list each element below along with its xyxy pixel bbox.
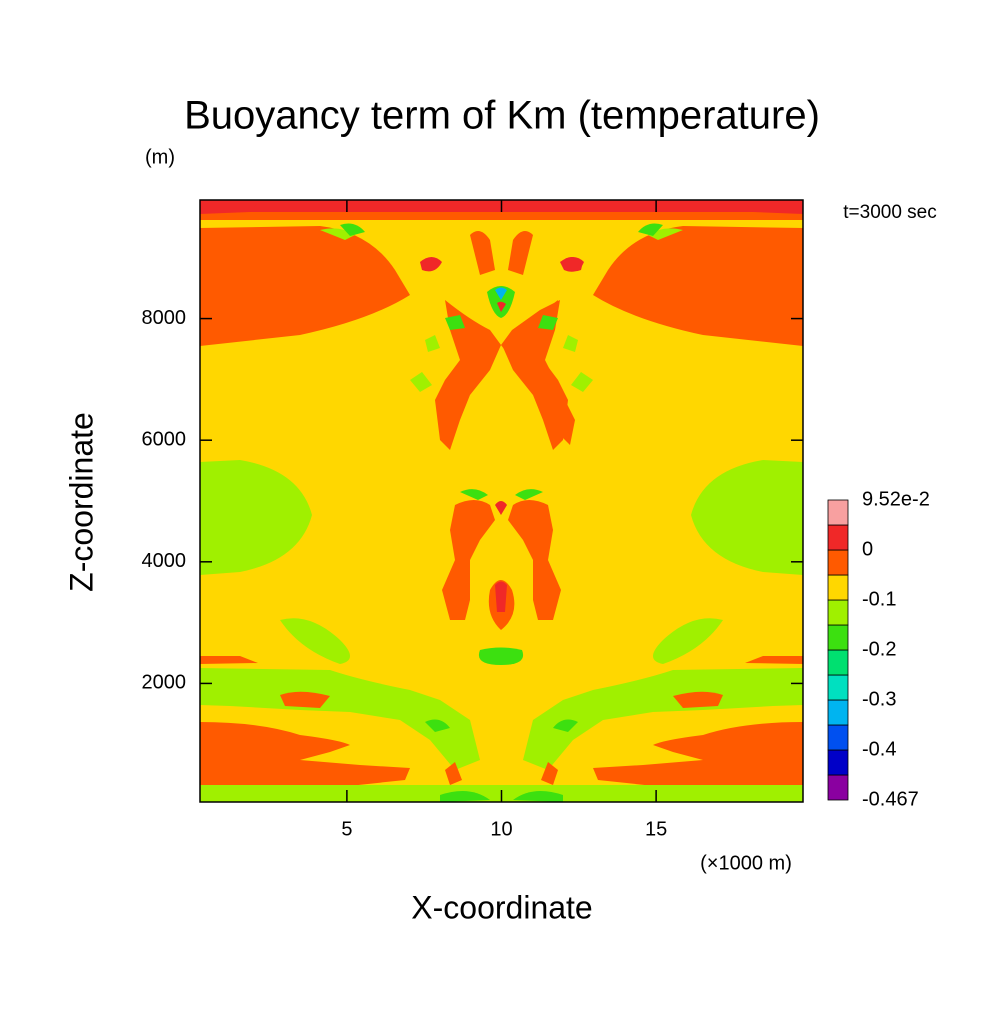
contour-region bbox=[200, 460, 312, 575]
colorbar-box bbox=[827, 724, 849, 751]
axes: 5 10 15 2000 4000 6000 8000 bbox=[142, 199, 804, 840]
colorbar-box bbox=[827, 549, 849, 576]
x-tick-label: 5 bbox=[341, 818, 352, 840]
contour-region bbox=[435, 300, 501, 450]
contour-region bbox=[773, 738, 803, 760]
contour-region bbox=[523, 668, 803, 770]
contour-region bbox=[410, 372, 432, 392]
colorbar-label: -0.3 bbox=[862, 688, 896, 710]
contour-region bbox=[501, 300, 575, 445]
contour-region bbox=[638, 223, 663, 236]
contour-region bbox=[425, 719, 450, 732]
y-unit: (m) bbox=[145, 146, 175, 168]
contour-region bbox=[495, 581, 507, 612]
contour-region bbox=[200, 656, 258, 664]
contour-region bbox=[691, 460, 803, 575]
contour-region bbox=[340, 223, 365, 236]
colorbar-box bbox=[827, 499, 849, 526]
chart-title: Buoyancy term of Km (temperature) bbox=[184, 94, 820, 138]
y-tick-label: 4000 bbox=[142, 550, 187, 572]
contour-region bbox=[420, 257, 442, 272]
x-axis-label: X-coordinate bbox=[411, 889, 592, 925]
contour-region bbox=[460, 489, 488, 500]
contour-region bbox=[508, 500, 561, 620]
colorbar-box bbox=[827, 599, 849, 626]
contour-region bbox=[495, 287, 507, 300]
contour-region bbox=[200, 226, 410, 346]
contour-region bbox=[200, 212, 803, 220]
contour-region bbox=[743, 200, 803, 214]
contour-region bbox=[200, 668, 480, 770]
contour-region bbox=[673, 691, 723, 708]
x-tick-label: 10 bbox=[490, 818, 512, 840]
contour-region bbox=[553, 719, 578, 732]
contour-region bbox=[445, 315, 465, 330]
y-tick-label: 8000 bbox=[142, 307, 187, 329]
contour-region bbox=[571, 372, 593, 392]
colorbar-label: -0.2 bbox=[862, 638, 896, 660]
contour-region bbox=[745, 656, 803, 664]
contour-region bbox=[200, 722, 410, 790]
colorbar-box bbox=[827, 699, 849, 726]
contour-region bbox=[593, 722, 803, 790]
contour-region bbox=[560, 257, 584, 272]
contour-region bbox=[515, 489, 543, 500]
contour-region bbox=[425, 335, 440, 352]
colorbar-box bbox=[827, 524, 849, 551]
contour-region bbox=[200, 738, 230, 760]
colorbar-label: 9.52e-2 bbox=[862, 488, 930, 510]
colorbar-label: -0.1 bbox=[862, 588, 896, 610]
contour-region bbox=[541, 762, 558, 785]
contour-region bbox=[495, 501, 507, 515]
contour-region bbox=[513, 791, 563, 802]
contour-region bbox=[280, 691, 330, 708]
colorbar-box bbox=[827, 749, 849, 776]
contour-region bbox=[563, 335, 578, 352]
x-tick-label: 15 bbox=[645, 818, 667, 840]
contour-region bbox=[445, 762, 462, 785]
colorbar-box bbox=[827, 574, 849, 601]
contour-region bbox=[508, 231, 533, 275]
contour-region bbox=[478, 647, 524, 665]
contour-region bbox=[593, 226, 803, 346]
colorbar-box bbox=[827, 649, 849, 676]
colorbar-label: -0.467 bbox=[862, 788, 919, 810]
y-axis-label: Z-coordinate bbox=[63, 412, 99, 592]
colorbar-label: -0.4 bbox=[862, 738, 896, 760]
colorbar-label: 0 bbox=[862, 538, 873, 560]
contour-region bbox=[440, 791, 490, 802]
contour-region bbox=[200, 200, 260, 214]
contour-region bbox=[538, 315, 558, 330]
y-tick-label: 6000 bbox=[142, 428, 187, 450]
contour-region bbox=[442, 500, 495, 620]
y-tick-label: 2000 bbox=[142, 672, 187, 694]
colorbar-box bbox=[827, 674, 849, 701]
contour-region bbox=[497, 301, 506, 312]
colorbar-box bbox=[827, 774, 849, 801]
contour-region bbox=[280, 618, 350, 664]
contour-region bbox=[470, 231, 495, 275]
x-unit: (×1000 m) bbox=[700, 852, 792, 874]
annotation: t=3000 sec bbox=[843, 202, 937, 223]
colorbar-box bbox=[827, 624, 849, 651]
contour-region bbox=[653, 618, 723, 664]
